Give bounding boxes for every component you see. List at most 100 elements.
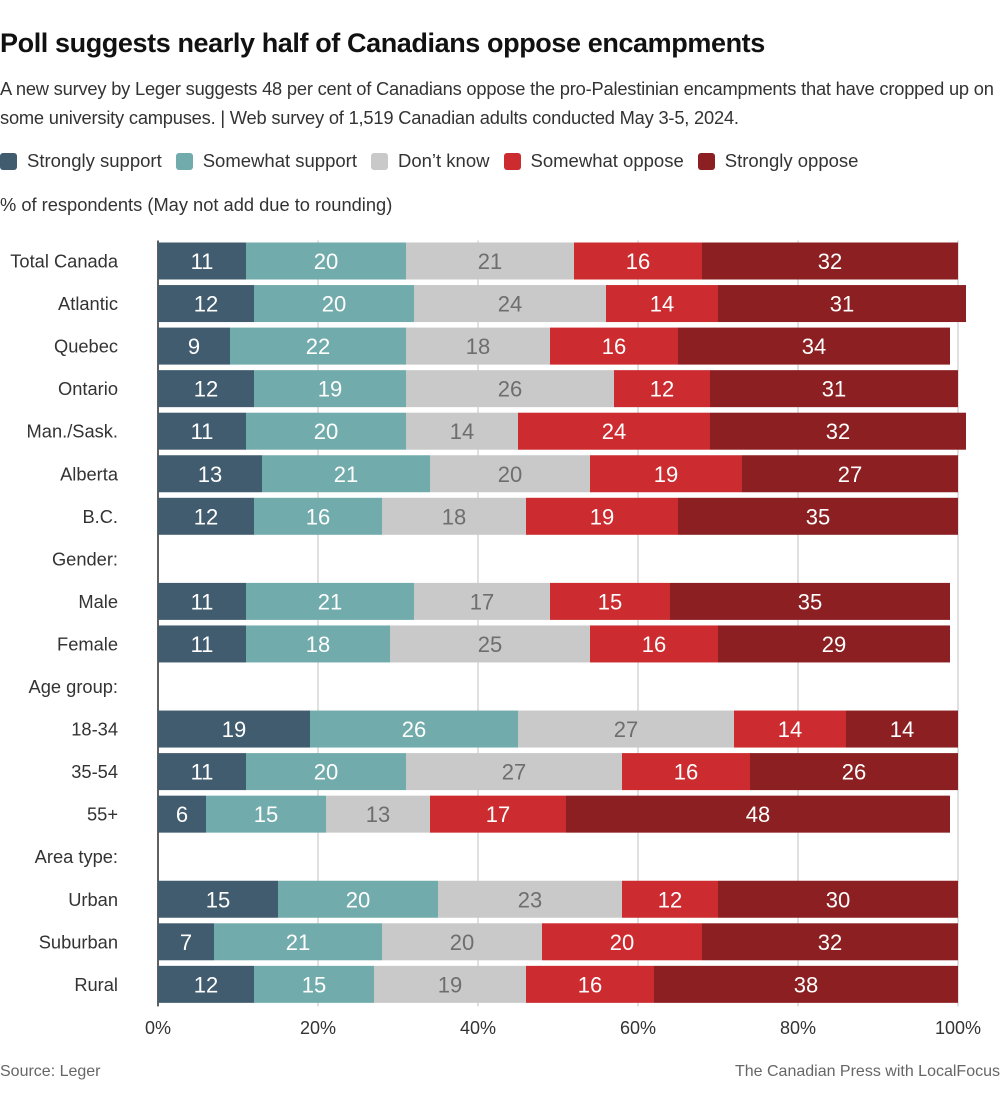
data-label: 21 [318, 589, 342, 614]
row-label: Female [57, 633, 118, 654]
x-tick-label: 40% [460, 1018, 496, 1038]
bar-row: 11 20 14 24 32 [158, 412, 966, 450]
bar-segment [566, 795, 950, 833]
bar-segment [718, 880, 958, 918]
data-label: 15 [598, 589, 622, 614]
data-label: 15 [206, 887, 230, 912]
bar-segment [158, 880, 278, 918]
data-label: 27 [502, 760, 526, 785]
data-label: 11 [191, 632, 214, 657]
row-labels: Total Canada Atlantic Quebec Ontario Man./Sa… [10, 251, 119, 995]
bar-segment [718, 625, 950, 663]
data-label: 16 [674, 760, 698, 785]
row-label: Urban [68, 889, 118, 910]
bar-segment [158, 795, 206, 833]
bar-segment [590, 625, 718, 663]
legend-item-dont-know: Don’t know [370, 150, 490, 172]
legend-swatch [175, 152, 193, 170]
bar-segment [158, 285, 254, 323]
bar-segment [430, 455, 590, 493]
bar-segment [750, 753, 958, 791]
data-label: 18 [466, 334, 490, 359]
data-label: 26 [402, 717, 426, 742]
bar-segment [414, 285, 606, 323]
bar-segment [518, 412, 710, 450]
data-label: 32 [818, 249, 842, 274]
row-label: 18-34 [71, 719, 118, 740]
bar-segment [158, 710, 310, 748]
data-label: 12 [194, 377, 218, 402]
axis-note: % of respondents (May not add due to rou… [0, 194, 393, 215]
bar-segment [214, 923, 382, 961]
bar-row: 12 15 19 16 38 [158, 965, 958, 1003]
bar-segment [246, 412, 406, 450]
bar-segment [518, 710, 734, 748]
data-label: 11 [191, 760, 214, 785]
bar-segment [254, 965, 374, 1003]
bar-segment [278, 880, 438, 918]
data-label: 21 [286, 930, 310, 955]
data-label: 35 [806, 504, 830, 529]
source-note: Source: Leger [0, 1063, 101, 1080]
bar-row: 19 26 27 14 14 [158, 710, 958, 748]
data-label: 20 [610, 930, 634, 955]
bar-segment [326, 795, 430, 833]
data-label: 27 [838, 462, 862, 487]
bar-segment [622, 753, 750, 791]
bar-row: 12 20 24 14 31 [158, 285, 966, 323]
data-label: 20 [314, 760, 338, 785]
bar-segment [614, 370, 710, 408]
row-label: 55+ [87, 804, 118, 825]
bar-segment [310, 710, 518, 748]
data-label: 13 [366, 802, 390, 827]
data-label: 35 [798, 589, 822, 614]
data-label: 20 [322, 292, 346, 317]
group-header-label: Age group: [29, 676, 118, 697]
chart-title: Poll suggests nearly half of Canadians o… [0, 28, 765, 58]
bar-segment [158, 455, 262, 493]
data-label: 31 [830, 292, 854, 317]
data-label: 27 [614, 717, 638, 742]
bar-segment [254, 497, 382, 535]
bar-segment [550, 582, 670, 620]
bar-segment [158, 923, 214, 961]
bar-row: 11 20 27 16 26 [158, 753, 958, 791]
row-label: 35-54 [71, 761, 118, 782]
bar-segment [382, 497, 526, 535]
data-label: 12 [650, 377, 674, 402]
data-label: 9 [188, 334, 200, 359]
bar-segment [374, 965, 526, 1003]
data-label: 24 [498, 292, 522, 317]
data-label: 18 [306, 632, 330, 657]
data-label: 26 [498, 377, 522, 402]
data-label: 32 [826, 419, 850, 444]
data-label: 20 [314, 419, 338, 444]
legend-swatch [370, 152, 388, 170]
data-label: 23 [518, 887, 542, 912]
data-label: 12 [194, 292, 218, 317]
bar-segment [158, 497, 254, 535]
bar-segment [406, 753, 622, 791]
legend-item-strongly-support: Strongly support [0, 150, 162, 172]
bar-segment [622, 880, 718, 918]
data-label: 20 [498, 462, 522, 487]
row-label: Total Canada [10, 251, 119, 272]
bar-segment [438, 880, 622, 918]
bar-segment [710, 370, 958, 408]
data-label: 21 [334, 462, 358, 487]
bar-row: 7 21 20 20 32 [158, 923, 958, 961]
bar-segment [678, 327, 950, 365]
gridlines [157, 240, 959, 1007]
data-label: 24 [602, 419, 626, 444]
data-label: 19 [654, 462, 678, 487]
row-label: Rural [74, 974, 118, 995]
bar-segment [678, 497, 958, 535]
legend-label: Strongly support [27, 150, 162, 171]
data-label: 17 [486, 802, 510, 827]
bar-row: 13 21 20 19 27 [158, 455, 958, 493]
bar-segment [246, 625, 390, 663]
bar-row: 9 22 18 16 34 [158, 327, 950, 365]
x-tick-label: 100% [935, 1018, 981, 1038]
